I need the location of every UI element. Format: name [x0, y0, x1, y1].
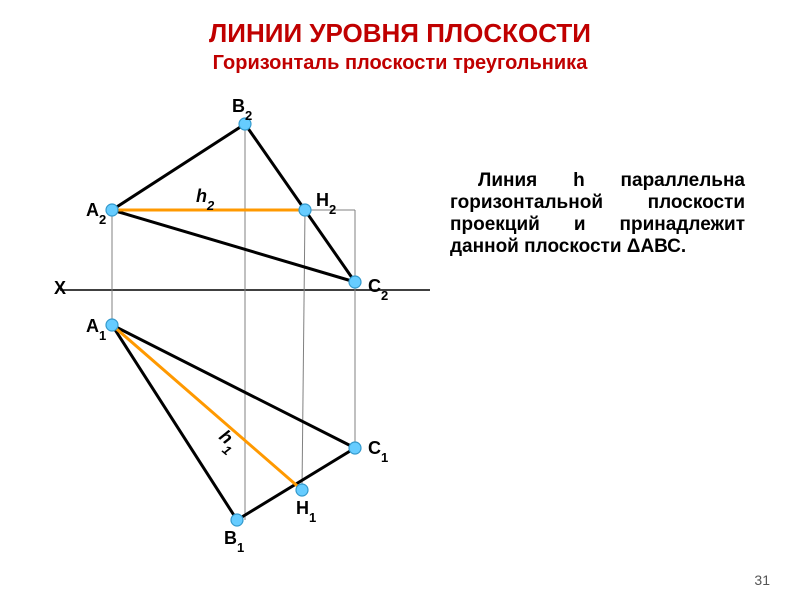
node-C1 — [349, 442, 361, 454]
label-X: X — [54, 278, 66, 298]
node-B1 — [231, 514, 243, 526]
node-C2 — [349, 276, 361, 288]
label-C2: C2 — [368, 276, 388, 303]
label-H1: H1 — [296, 498, 316, 525]
triangle-edge — [245, 124, 355, 282]
label-B1: B1 — [224, 528, 244, 555]
label-H2: H2 — [316, 190, 336, 217]
triangle-edge — [112, 124, 245, 210]
node-A2 — [106, 204, 118, 216]
node-H2 — [299, 204, 311, 216]
triangle-edge — [112, 210, 355, 282]
diagram-svg: XA2B2H2C2A1B1H1C1h2h1 — [0, 0, 800, 600]
label-A1: A1 — [86, 316, 106, 343]
label-h1: h1 — [211, 426, 242, 458]
triangle-edge — [112, 325, 237, 520]
projection-line — [302, 210, 305, 490]
label-A2: A2 — [86, 200, 106, 227]
node-H1 — [296, 484, 308, 496]
node-A1 — [106, 319, 118, 331]
label-C1: C1 — [368, 438, 388, 465]
